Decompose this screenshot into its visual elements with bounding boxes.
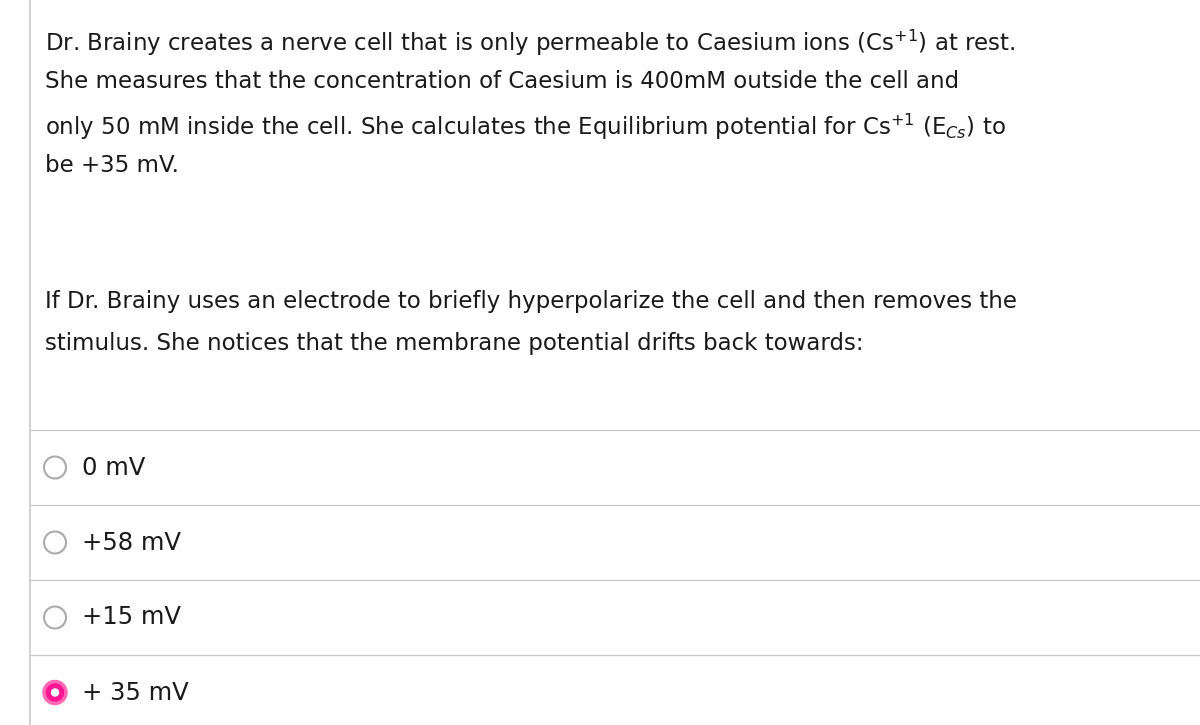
Text: be +35 mV.: be +35 mV. — [46, 154, 179, 177]
Text: +58 mV: +58 mV — [82, 531, 181, 555]
Circle shape — [52, 689, 59, 696]
Text: She measures that the concentration of Caesium is 400mM outside the cell and: She measures that the concentration of C… — [46, 70, 959, 93]
Text: + 35 mV: + 35 mV — [82, 681, 188, 705]
Text: If Dr. Brainy uses an electrode to briefly hyperpolarize the cell and then remov: If Dr. Brainy uses an electrode to brief… — [46, 290, 1018, 313]
Text: stimulus. She notices that the membrane potential drifts back towards:: stimulus. She notices that the membrane … — [46, 332, 864, 355]
Text: 0 mV: 0 mV — [82, 455, 145, 479]
Circle shape — [44, 682, 66, 703]
Text: +15 mV: +15 mV — [82, 605, 181, 629]
Text: only 50 mM inside the cell. She calculates the Equilibrium potential for Cs$^{+1: only 50 mM inside the cell. She calculat… — [46, 112, 1006, 142]
Text: Dr. Brainy creates a nerve cell that is only permeable to Caesium ions (Cs$^{+1}: Dr. Brainy creates a nerve cell that is … — [46, 28, 1015, 58]
